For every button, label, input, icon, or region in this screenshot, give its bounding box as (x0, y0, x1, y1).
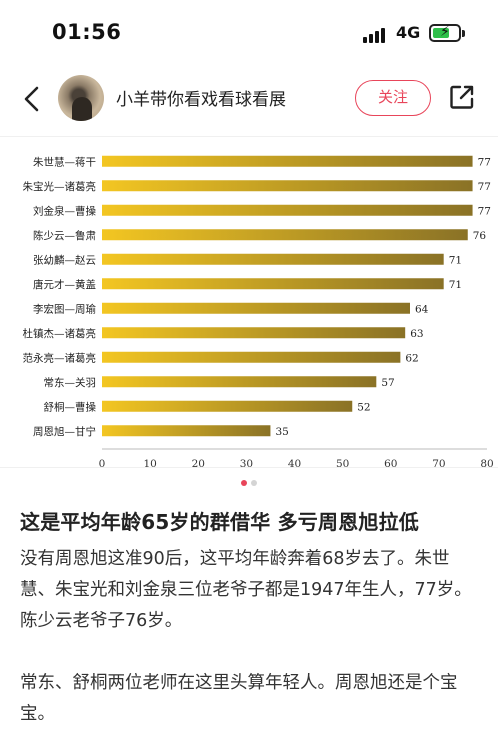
battery-icon: ⚡ (429, 24, 461, 42)
signal-icon (363, 27, 391, 43)
bar (102, 229, 468, 241)
data-label: 77 (478, 156, 491, 168)
x-tick-label: 10 (143, 458, 156, 469)
category-label: 张幼麟—赵云 (33, 253, 96, 266)
carousel-indicator (0, 480, 498, 488)
data-label: 57 (381, 377, 394, 389)
avatar[interactable] (58, 75, 104, 121)
follow-button[interactable]: 关注 (355, 80, 431, 116)
status-time: 01:56 (52, 20, 122, 44)
data-label: 77 (478, 205, 491, 217)
category-label: 陈少云—鲁肃 (33, 229, 96, 242)
article-paragraph: 没有周恩旭这准90后，这平均年龄奔着68岁去了。朱世慧、朱宝光和刘金泉三位老爷子… (20, 549, 472, 631)
x-tick-label: 20 (192, 458, 205, 469)
category-label: 李宏图—周瑜 (33, 302, 96, 315)
data-label: 71 (449, 254, 462, 266)
author-name[interactable]: 小羊带你看戏看球看展 (116, 90, 286, 110)
data-label: 64 (415, 303, 429, 315)
network-label: 4G (396, 23, 421, 42)
bar-chart: 朱世慧—蒋干 77 朱宝光—诸葛亮 77 刘金泉—曹操 77 陈少云—鲁肃 76 张幼麟—赵云 7… (23, 155, 494, 469)
bar (102, 400, 353, 412)
bar (102, 351, 401, 363)
bar (102, 425, 271, 437)
x-tick-label: 60 (384, 458, 397, 469)
data-label: 52 (357, 401, 370, 413)
bar (102, 180, 473, 192)
bar (102, 376, 377, 388)
category-label: 杜镇杰—诸葛亮 (23, 327, 97, 340)
bar (102, 204, 473, 216)
category-label: 舒桐—曹操 (44, 400, 97, 413)
bar (102, 278, 444, 290)
charging-icon: ⚡ (440, 24, 450, 40)
x-tick-label: 0 (99, 458, 106, 469)
post-header: 小羊带你看戏看球看展 关注 (0, 66, 498, 130)
article-title: 这是平均年龄65岁的群借华 多亏周恩旭拉低 (20, 510, 419, 534)
bar (102, 327, 406, 339)
bar (102, 253, 444, 265)
article-paragraph: 常东、舒桐两位老师在这里头算年轻人。周恩旭还是个宝宝。 (20, 673, 458, 724)
x-tick-label: 70 (432, 458, 445, 469)
data-label: 35 (275, 426, 288, 438)
battery-cap (462, 30, 465, 37)
data-label: 62 (405, 352, 418, 364)
chevron-left-icon[interactable] (20, 84, 44, 114)
x-tick-label: 50 (336, 458, 349, 469)
carousel-dot[interactable] (251, 480, 257, 486)
carousel-dot-active[interactable] (241, 480, 247, 486)
category-label: 朱宝光—诸葛亮 (23, 180, 97, 193)
category-label: 周恩旭—甘宁 (33, 425, 96, 438)
category-label: 常东—关羽 (44, 376, 97, 389)
battery-level (433, 28, 449, 38)
category-label: 刘金泉—曹操 (33, 204, 96, 217)
data-label: 77 (478, 181, 491, 193)
bar (102, 302, 410, 314)
bar (102, 155, 473, 167)
status-bar: 01:56 4G ⚡ (0, 0, 498, 66)
data-label: 63 (410, 328, 423, 340)
x-tick-label: 80 (480, 458, 493, 469)
category-label: 唐元才—黄盖 (33, 278, 96, 291)
data-label: 71 (449, 279, 462, 291)
category-label: 朱世慧—蒋干 (33, 155, 96, 168)
article-body: 没有周恩旭这准90后，这平均年龄奔着68岁去了。朱世慧、朱宝光和刘金泉三位老爷子… (20, 544, 482, 741)
data-label: 76 (473, 230, 487, 242)
x-tick-label: 40 (288, 458, 301, 469)
x-tick-label: 30 (240, 458, 253, 469)
share-icon[interactable] (449, 84, 475, 110)
category-label: 范永亮—诸葛亮 (23, 351, 97, 364)
chart-image[interactable]: 朱世慧—蒋干 77 朱宝光—诸葛亮 77 刘金泉—曹操 77 陈少云—鲁肃 76 张幼麟—赵云 7… (0, 136, 498, 469)
